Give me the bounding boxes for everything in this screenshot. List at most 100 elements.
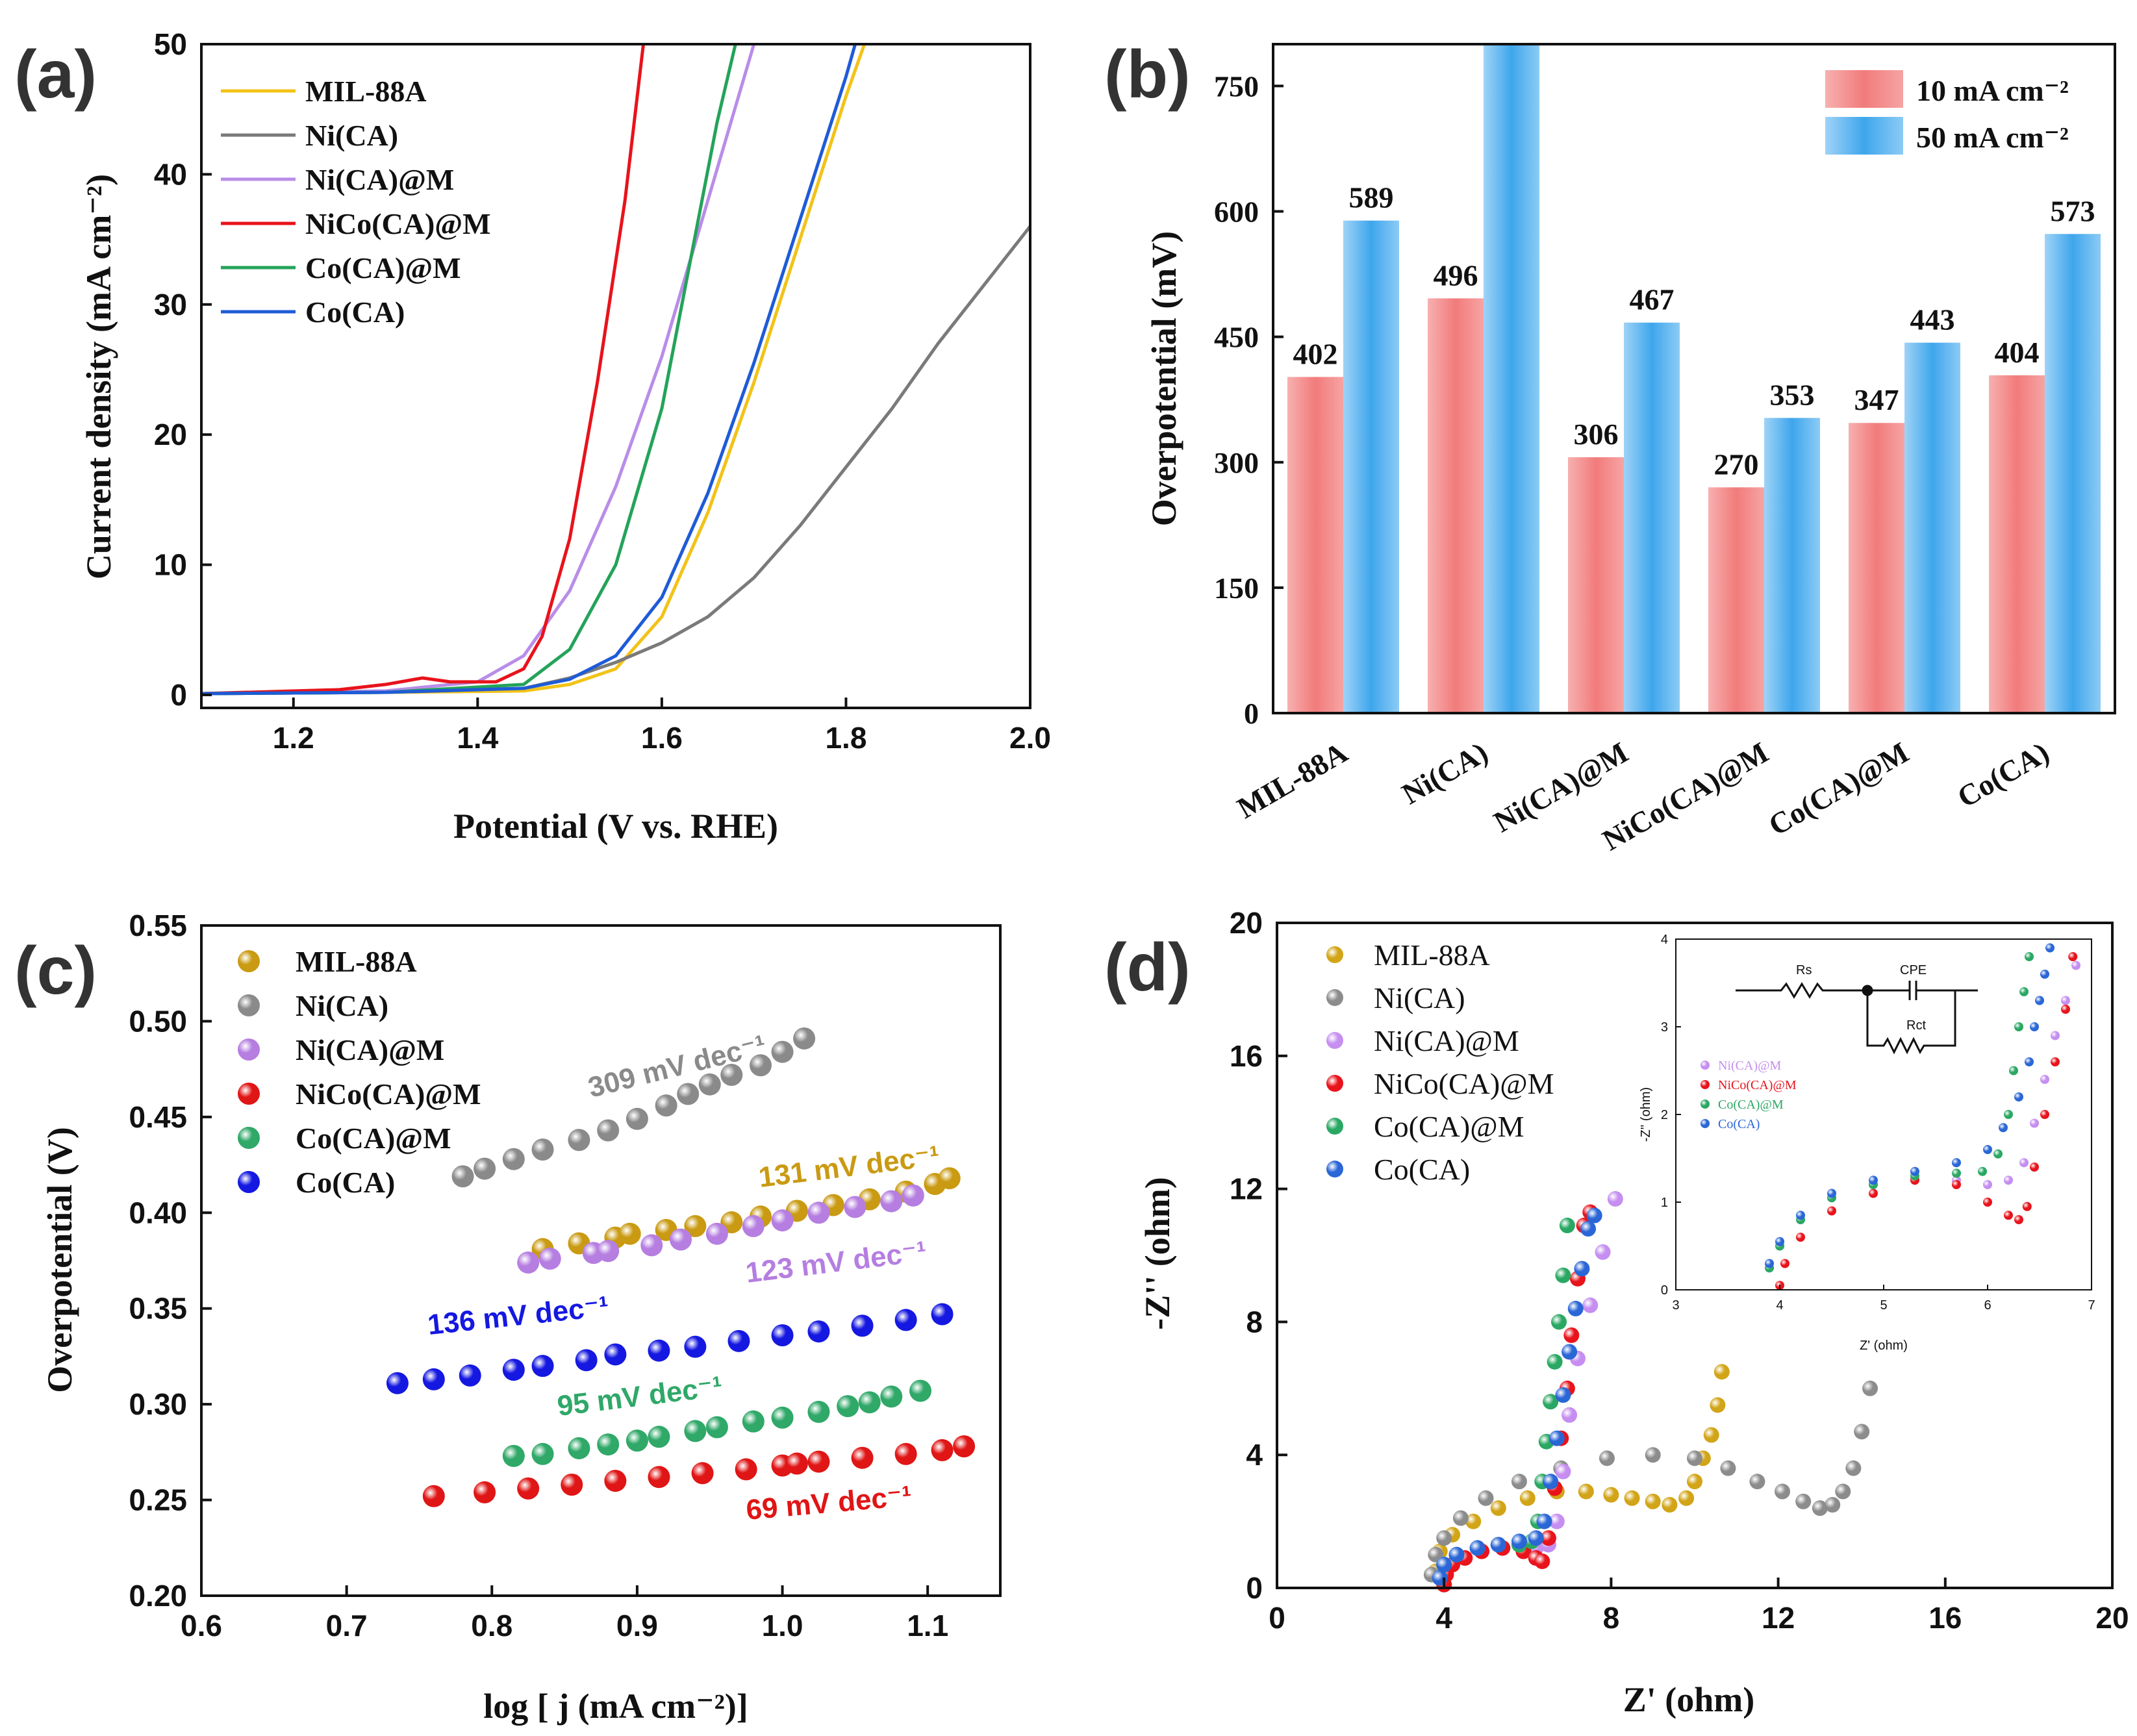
data-point-ni-ca-m <box>1595 1244 1611 1260</box>
data-point-ni-ca <box>1835 1483 1851 1500</box>
data-point-ni-ca <box>1775 1483 1791 1500</box>
legend-label-50: 50 mA cm⁻² <box>1916 121 2069 154</box>
x-tick-label: 1.0 <box>762 1609 803 1642</box>
y-tick-label: 300 <box>1214 446 1259 479</box>
inset-point-nico-ca-m <box>2061 1005 2070 1014</box>
inset-x-ticks: 3 4 5 6 7 <box>1672 1285 2095 1313</box>
inset-x-axis-title: Z' (ohm) <box>1860 1339 1908 1353</box>
inset-point-nico-ca-m <box>2014 1215 2023 1224</box>
circuit-label-rct: Rct <box>1906 1018 1926 1033</box>
data-point-co-ca <box>459 1364 481 1387</box>
inset-point-nico-ca-m <box>2051 1057 2060 1066</box>
legend-marker-co-ca-m <box>1326 1118 1343 1135</box>
inset-point-ni-ca-m <box>2030 1118 2039 1128</box>
inset-point-co-ca <box>2040 970 2049 979</box>
inset-point-nico-ca-m <box>1796 1233 1805 1242</box>
inset-y-tick-label: 1 <box>1661 1196 1668 1210</box>
circuit-label-rs: Rs <box>1796 963 1812 977</box>
legend-label-nico-ca-m: NiCo(CA)@M <box>296 1077 481 1111</box>
data-point-co-ca <box>931 1303 954 1326</box>
panel-c-x-ticks: 0.6 0.7 0.8 0.9 1.0 1.1 <box>181 1585 948 1642</box>
inset-legend-marker-nico-ca-m <box>1701 1080 1710 1089</box>
data-point-co-ca <box>1528 1530 1544 1546</box>
inset-point-co-ca <box>1999 1123 2008 1133</box>
inset-y-tick-label: 3 <box>1661 1020 1668 1035</box>
panel-label-d: (d) <box>1104 930 1191 1005</box>
bar-value-label: 270 <box>1714 447 1759 481</box>
legend-label-co-ca-m: Co(CA)@M <box>296 1122 451 1155</box>
legend-label-ni-ca: Ni(CA) <box>305 119 398 152</box>
series-line-nico-ca-m <box>201 44 645 696</box>
data-point-co-ca-m <box>531 1442 554 1465</box>
data-point-co-ca-m <box>568 1437 590 1459</box>
legend-swatch-10 <box>1825 70 1903 108</box>
legend-label-co-ca: Co(CA) <box>305 296 405 329</box>
bar-nico-ca-m-10 <box>1708 487 1764 713</box>
data-point-ni-ca <box>1862 1380 1878 1396</box>
data-point-nico-ca-m <box>1534 1554 1550 1570</box>
bar-mil-88a-50 <box>1343 220 1399 714</box>
y-tick-label: 20 <box>1230 906 1263 940</box>
data-point-nico-ca-m <box>422 1485 445 1507</box>
x-tick-label: 0.7 <box>326 1609 368 1642</box>
legend-marker-ni-ca-m <box>238 1038 260 1061</box>
series-line-co-ca <box>201 44 857 696</box>
inset-point-ni-ca-m <box>2040 1075 2049 1084</box>
inset-point-co-ca-m <box>1993 1149 2003 1159</box>
bar-ni-ca-m-10 <box>1568 457 1624 713</box>
y-tick-label: 30 <box>154 288 187 321</box>
y-tick-label: 0.55 <box>129 909 187 942</box>
data-point-ni-ca <box>750 1054 772 1077</box>
data-point-mil-88a <box>1662 1497 1678 1513</box>
panel-b-y-axis-title: Overpotential (mV) <box>1144 231 1183 526</box>
inset-point-ni-ca-m <box>2061 996 2070 1005</box>
panel-d-y-ticks: 0 4 8 12 16 20 <box>1230 906 1287 1605</box>
panel-c-y-axis-title: Overpotential (V) <box>40 1127 79 1392</box>
data-point-co-ca <box>894 1309 917 1331</box>
data-point-ni-ca <box>1599 1450 1615 1466</box>
data-point-co-ca <box>1586 1207 1602 1224</box>
panel-b-y-ticks: 0 150 300 450 600 750 <box>1214 69 1283 730</box>
data-point-mil-88a <box>1645 1493 1661 1509</box>
inset-point-co-ca <box>2014 1092 2023 1101</box>
legend-label-nico-ca-m: NiCo(CA)@M <box>305 207 491 240</box>
data-point-ni-ca <box>655 1094 677 1117</box>
x-tick-label: 4 <box>1435 1601 1452 1635</box>
inset-legend-marker-ni-ca-m <box>1701 1061 1710 1070</box>
data-point-ni-ca <box>793 1027 816 1050</box>
inset-background <box>1676 939 2092 1290</box>
inset-point-co-ca <box>2025 1057 2034 1066</box>
y-tick-label: 450 <box>1214 321 1259 354</box>
x-tick-label: 1.4 <box>457 721 498 755</box>
inset-point-ni-ca-m <box>2019 1158 2029 1168</box>
inset-x-tick-label: 7 <box>2088 1298 2095 1313</box>
bar-value-label: 402 <box>1293 337 1338 370</box>
inset-y-tick-label: 2 <box>1661 1108 1668 1122</box>
inset-point-nico-ca-m <box>2068 952 2078 961</box>
legend-label-ni-ca-m: Ni(CA)@M <box>1374 1024 1519 1057</box>
legend-label-10: 10 mA cm⁻² <box>1916 74 2069 107</box>
data-point-nico-ca-m <box>604 1470 627 1492</box>
bar-value-label: 353 <box>1770 379 1815 412</box>
legend-marker-ni-ca <box>238 994 260 1016</box>
data-point-ni-ca <box>677 1083 700 1105</box>
data-point-co-ca-m <box>626 1429 648 1452</box>
legend-marker-ni-ca-m <box>1326 1032 1343 1049</box>
data-point-co-ca <box>1549 1430 1565 1446</box>
data-point-nico-ca-m <box>894 1442 917 1465</box>
data-point-co-ca-m <box>1543 1394 1559 1410</box>
bar-co-ca-50 <box>2045 234 2101 713</box>
data-point-co-ca-m <box>705 1416 728 1439</box>
data-point-ni-ca-m <box>640 1234 663 1257</box>
data-point-co-ca-m <box>648 1426 670 1448</box>
inset-legend: Ni(CA)@M NiCo(CA)@M Co(CA)@M Co(CA) <box>1701 1059 1797 1131</box>
inset-legend-label-nico-ca-m: NiCo(CA)@M <box>1718 1078 1797 1092</box>
data-point-mil-88a <box>938 1167 961 1190</box>
data-point-ni-ca-m <box>771 1209 794 1232</box>
data-point-co-ca-m <box>1559 1217 1575 1233</box>
data-point-co-ca <box>1580 1221 1597 1237</box>
y-tick-label: 0.30 <box>129 1387 187 1421</box>
panel-a-x-ticks: 1.2 1.4 1.6 1.8 2.0 <box>273 698 1051 755</box>
data-point-co-ca-m <box>597 1433 620 1456</box>
data-point-ni-ca <box>502 1148 525 1170</box>
